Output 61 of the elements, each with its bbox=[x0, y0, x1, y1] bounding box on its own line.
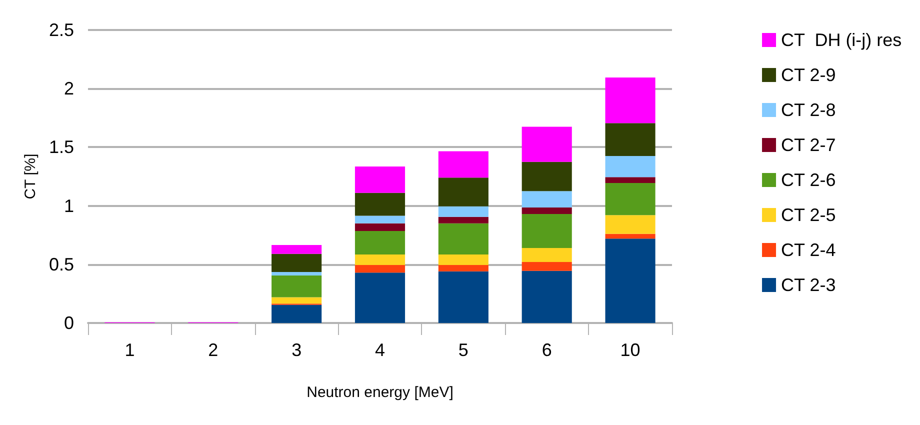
bar bbox=[522, 191, 572, 208]
y-axis-title: CT [%] bbox=[22, 154, 40, 200]
bar bbox=[522, 270, 572, 323]
bar bbox=[354, 264, 406, 273]
bar bbox=[354, 166, 406, 193]
bar bbox=[438, 254, 488, 265]
legend-label: CT 2-6 bbox=[781, 170, 836, 190]
legend-label: CT DH (i-j) res bbox=[781, 30, 902, 50]
legend-label: CT 2-5 bbox=[781, 205, 836, 225]
bar bbox=[438, 178, 488, 206]
bar bbox=[438, 223, 488, 254]
bar bbox=[272, 276, 322, 298]
bar bbox=[354, 216, 406, 224]
x-tick-label: 1 bbox=[124, 340, 135, 360]
bar bbox=[605, 77, 656, 124]
y-tick-label: 2.5 bbox=[48, 20, 74, 40]
bar bbox=[272, 297, 322, 304]
bar bbox=[354, 231, 406, 254]
bar bbox=[522, 214, 572, 248]
bar bbox=[605, 156, 656, 178]
x-tick-label: 4 bbox=[374, 340, 386, 360]
y-tick-label: 2 bbox=[64, 78, 74, 99]
bar bbox=[605, 123, 656, 156]
bar bbox=[354, 254, 406, 265]
legend-label: CT 2-7 bbox=[781, 135, 836, 155]
legend-label: CT 2-9 bbox=[781, 65, 836, 85]
bar bbox=[522, 262, 572, 271]
bar bbox=[522, 248, 572, 262]
y-tick-label: 1 bbox=[64, 196, 74, 216]
legend-label: CT 2-3 bbox=[781, 275, 836, 295]
bar bbox=[605, 182, 656, 216]
bar bbox=[438, 264, 488, 272]
x-tick-label: 2 bbox=[208, 340, 218, 360]
bar bbox=[272, 304, 322, 323]
x-tick-label: 10 bbox=[620, 340, 640, 360]
bar bbox=[522, 126, 572, 162]
x-tick-label: 3 bbox=[292, 340, 302, 360]
bar bbox=[272, 245, 322, 254]
bar bbox=[354, 223, 406, 231]
bar bbox=[605, 215, 656, 234]
bar bbox=[354, 192, 406, 216]
bar bbox=[272, 254, 322, 272]
y-tick-label: 0.5 bbox=[48, 254, 74, 274]
bar bbox=[438, 271, 488, 323]
bar bbox=[605, 234, 656, 239]
bar bbox=[438, 151, 488, 178]
y-tick-label: 1.5 bbox=[48, 137, 74, 158]
x-axis-title: Neutron energy [MeV] bbox=[306, 384, 454, 401]
bar bbox=[438, 216, 488, 224]
legend-label: CT 2-4 bbox=[781, 240, 836, 260]
bar bbox=[522, 208, 572, 214]
bar bbox=[522, 162, 572, 192]
bar bbox=[605, 177, 656, 183]
bar bbox=[272, 272, 322, 276]
x-tick-label: 5 bbox=[458, 340, 468, 360]
bar bbox=[354, 272, 406, 323]
bar bbox=[605, 238, 656, 323]
x-tick-label: 6 bbox=[542, 340, 552, 360]
y-tick-label: 0 bbox=[64, 313, 74, 333]
bar bbox=[438, 206, 488, 217]
legend-label: CT 2-8 bbox=[781, 100, 836, 120]
